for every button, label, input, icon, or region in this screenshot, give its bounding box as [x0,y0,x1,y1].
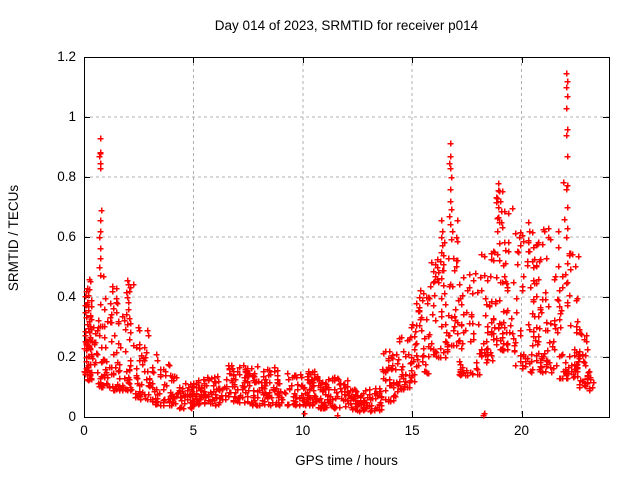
y-tick-label: 1 [68,109,76,124]
chart-title: Day 014 of 2023, SRMTID for receiver p01… [214,18,479,33]
x-tick-label: 10 [295,423,311,438]
x-tick-label: 15 [404,423,420,438]
x-tick-label: 0 [80,423,88,438]
y-tick-label: 0.4 [57,289,76,304]
y-tick-label: 0 [68,409,76,424]
y-tick-label: 0.6 [57,229,76,244]
y-tick-label: 0.2 [57,349,76,364]
y-tick-label: 0.8 [57,169,76,184]
x-tick-label: 5 [189,423,198,438]
x-tick-label: 20 [513,423,530,438]
y-tick-label: 1.2 [57,49,76,64]
x-axis-label: GPS time / hours [295,453,398,468]
